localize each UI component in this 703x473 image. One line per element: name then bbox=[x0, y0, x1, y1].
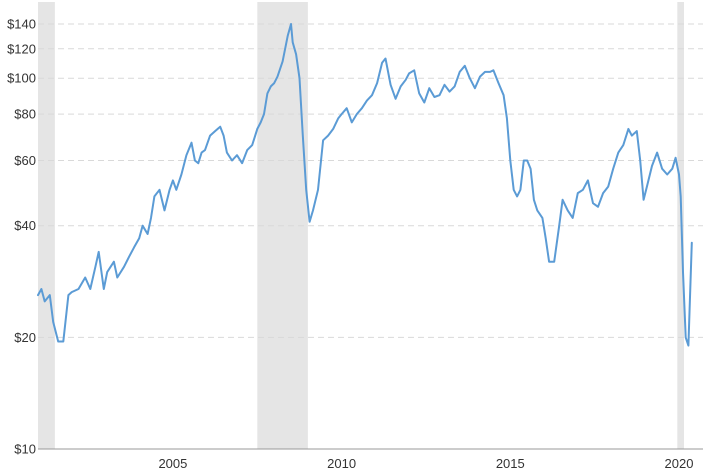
y-tick-label: $60 bbox=[14, 153, 36, 168]
y-tick-label: $100 bbox=[7, 71, 36, 86]
x-axis-ticks: 2005 2010 2015 2020 bbox=[158, 456, 693, 471]
y-tick-label: $140 bbox=[7, 17, 36, 32]
y-tick-label: $40 bbox=[14, 218, 36, 233]
y-tick-label: $80 bbox=[14, 107, 36, 122]
y-tick-label: $20 bbox=[14, 330, 36, 345]
x-tick-label: 2015 bbox=[496, 456, 525, 471]
x-tick-label: 2020 bbox=[665, 456, 694, 471]
series-line bbox=[37, 23, 693, 347]
y-tick-label: $120 bbox=[7, 41, 36, 56]
x-tick-label: 2010 bbox=[327, 456, 356, 471]
gridlines bbox=[38, 23, 703, 338]
y-tick-label: $10 bbox=[14, 442, 36, 457]
y-axis-ticks: $10 $20 $40 $60 $80 $100 $120 $140 bbox=[7, 17, 36, 457]
x-tick-label: 2005 bbox=[158, 456, 187, 471]
